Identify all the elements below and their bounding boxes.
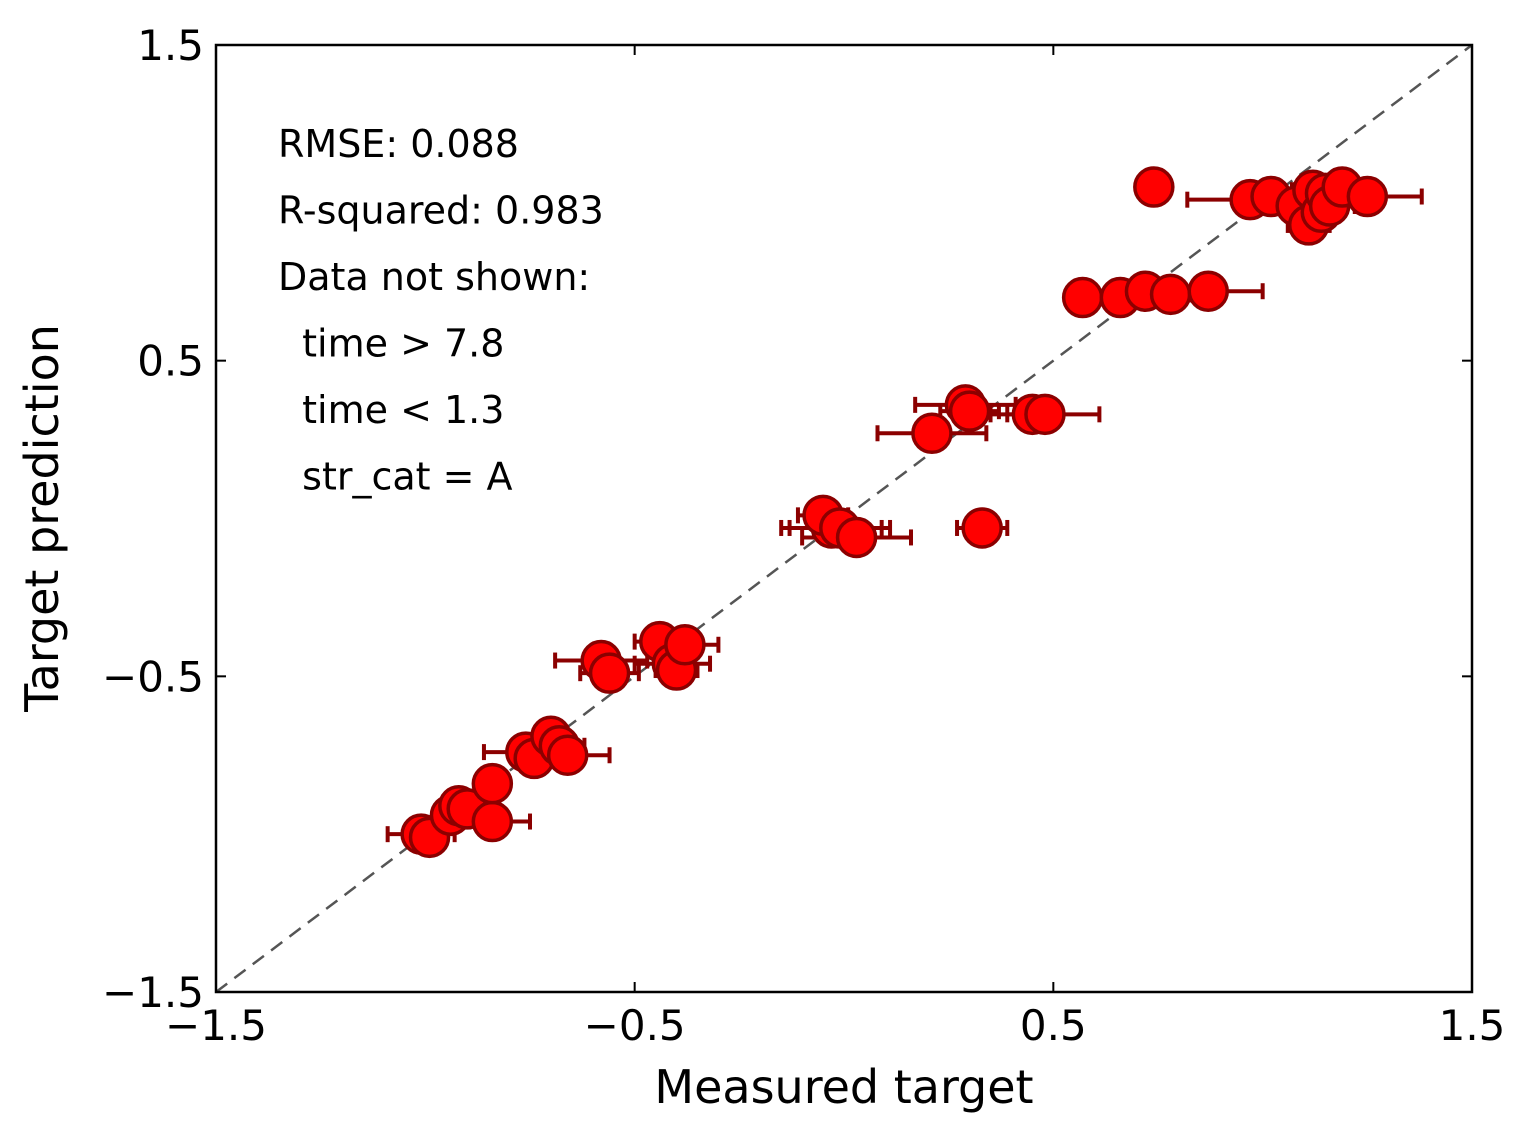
data-point-23 [961,507,1003,549]
data-points [400,166,1389,859]
data-point-27 [1024,393,1066,436]
data-point-32 [1187,270,1229,312]
y-tick-label: 0.5 [137,337,204,386]
plot-frame [214,43,1474,994]
annotation-line-4: time < 1.3 [278,388,504,432]
y-axis-label: Target prediction [15,324,69,713]
y-tick-label: 1.5 [137,21,204,70]
annotation-line-5: str_cat = A [278,455,513,499]
x-tick-label: 0.5 [1020,1001,1087,1050]
x-axis-label: Measured target [654,1060,1033,1114]
annotation-line-0: RMSE: 0.088 [278,122,519,166]
data-point-21 [835,516,878,559]
data-point-28 [1061,276,1104,319]
x-tick-label: −0.5 [584,1001,686,1050]
data-point-33 [1133,166,1175,208]
data-point-6 [471,762,514,805]
data-point-13 [588,652,631,694]
annotation-line-1: R-squared: 0.983 [278,189,604,233]
y-tick-label: −0.5 [102,652,204,701]
x-tick-label: 1.5 [1439,1001,1506,1050]
data-point-17 [664,624,706,666]
plot-area [214,43,1474,994]
data-point-11 [546,734,589,776]
annotation-line-3: time > 7.8 [278,322,504,366]
data-point-22 [911,412,953,455]
stats-annotation: RMSE: 0.088 R-squared: 0.983 Data not show… [278,122,604,499]
y-tick-label: −1.5 [102,968,204,1017]
data-point-31 [1149,273,1192,316]
data-point-5 [471,800,514,843]
annotation-line-2: Data not shown: [278,255,590,299]
data-point-43 [1346,175,1389,218]
axis-ticks: −1.5 −0.5 0.5 1.5 −1.5 −0.5 0.5 1.5 [102,21,1505,1050]
x-tick-label: −1.5 [165,1001,267,1050]
data-point-25 [948,390,991,432]
